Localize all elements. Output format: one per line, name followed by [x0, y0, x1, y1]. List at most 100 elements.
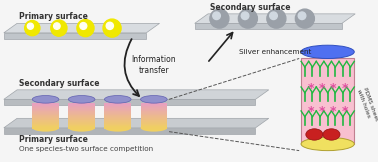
Bar [68, 118, 95, 120]
Polygon shape [4, 90, 269, 99]
Text: Silver enhancement: Silver enhancement [239, 49, 312, 55]
Bar [141, 120, 167, 122]
Bar [32, 107, 59, 109]
Bar [68, 126, 95, 128]
Bar [68, 117, 95, 119]
Bar [141, 120, 167, 121]
Bar [32, 121, 59, 123]
Circle shape [213, 12, 220, 20]
Bar [104, 116, 131, 118]
Bar [141, 125, 167, 126]
Text: Secondary surface: Secondary surface [210, 3, 290, 12]
Bar [32, 110, 59, 112]
Bar [104, 123, 131, 125]
Bar [32, 127, 59, 129]
Bar [141, 116, 167, 117]
Bar [141, 122, 167, 124]
Circle shape [54, 23, 60, 29]
Bar [141, 124, 167, 126]
Ellipse shape [306, 129, 323, 140]
Bar [32, 114, 59, 116]
Bar [141, 123, 167, 125]
Bar [104, 120, 131, 121]
Bar [141, 126, 167, 128]
Bar [141, 109, 167, 111]
Circle shape [103, 19, 121, 37]
Bar [32, 120, 59, 122]
Bar [104, 125, 131, 127]
Polygon shape [195, 14, 355, 23]
Bar [32, 125, 59, 126]
Bar [104, 118, 131, 120]
Bar [68, 110, 95, 111]
Bar [68, 123, 95, 125]
Ellipse shape [68, 124, 95, 132]
Bar [141, 114, 167, 116]
Bar [68, 116, 95, 117]
Bar [104, 125, 131, 126]
Circle shape [298, 12, 306, 20]
Bar [68, 125, 95, 126]
Bar [32, 115, 59, 116]
Bar [68, 103, 95, 105]
Circle shape [51, 20, 67, 36]
Bar [104, 112, 131, 114]
Polygon shape [4, 33, 146, 39]
Text: *: * [330, 105, 337, 118]
Bar [32, 103, 59, 105]
Bar [104, 121, 131, 123]
Circle shape [27, 23, 33, 29]
Bar [32, 116, 59, 118]
Bar [104, 116, 131, 117]
Circle shape [210, 9, 229, 28]
Bar [141, 106, 167, 107]
Polygon shape [4, 128, 256, 133]
Ellipse shape [32, 124, 59, 132]
Bar [104, 107, 131, 109]
Text: *: * [341, 82, 348, 95]
Ellipse shape [301, 45, 354, 58]
Bar [32, 116, 59, 117]
Ellipse shape [323, 129, 340, 140]
Bar [32, 122, 59, 124]
Bar [68, 106, 95, 108]
Bar [141, 110, 167, 112]
Circle shape [106, 22, 113, 29]
Circle shape [267, 9, 286, 28]
Bar [32, 106, 59, 108]
Bar [141, 108, 167, 110]
Text: Secondary surface: Secondary surface [19, 79, 99, 88]
Ellipse shape [104, 96, 131, 103]
Text: *: * [307, 82, 314, 95]
Bar [104, 114, 131, 116]
Bar [68, 105, 95, 107]
Bar [141, 118, 167, 120]
Text: *: * [307, 105, 314, 118]
Bar [104, 106, 131, 108]
Ellipse shape [141, 96, 167, 103]
Bar [32, 117, 59, 119]
Bar [68, 124, 95, 126]
Bar [32, 118, 59, 120]
Bar [32, 113, 59, 115]
Circle shape [80, 23, 87, 29]
Bar [104, 110, 131, 112]
Text: Primary surface: Primary surface [19, 12, 88, 21]
Bar [141, 112, 167, 114]
Text: *: * [319, 82, 325, 95]
Bar [32, 104, 59, 106]
Ellipse shape [68, 96, 95, 103]
Bar [68, 113, 95, 115]
Bar [301, 58, 354, 144]
Bar [141, 119, 167, 121]
Bar [32, 110, 59, 111]
Bar [32, 105, 59, 107]
Bar [68, 107, 95, 109]
Bar [141, 111, 167, 113]
Bar [68, 106, 95, 107]
Bar [104, 124, 131, 126]
Bar [104, 106, 131, 107]
Bar [32, 106, 59, 107]
Bar [68, 109, 95, 111]
Bar [141, 103, 167, 105]
